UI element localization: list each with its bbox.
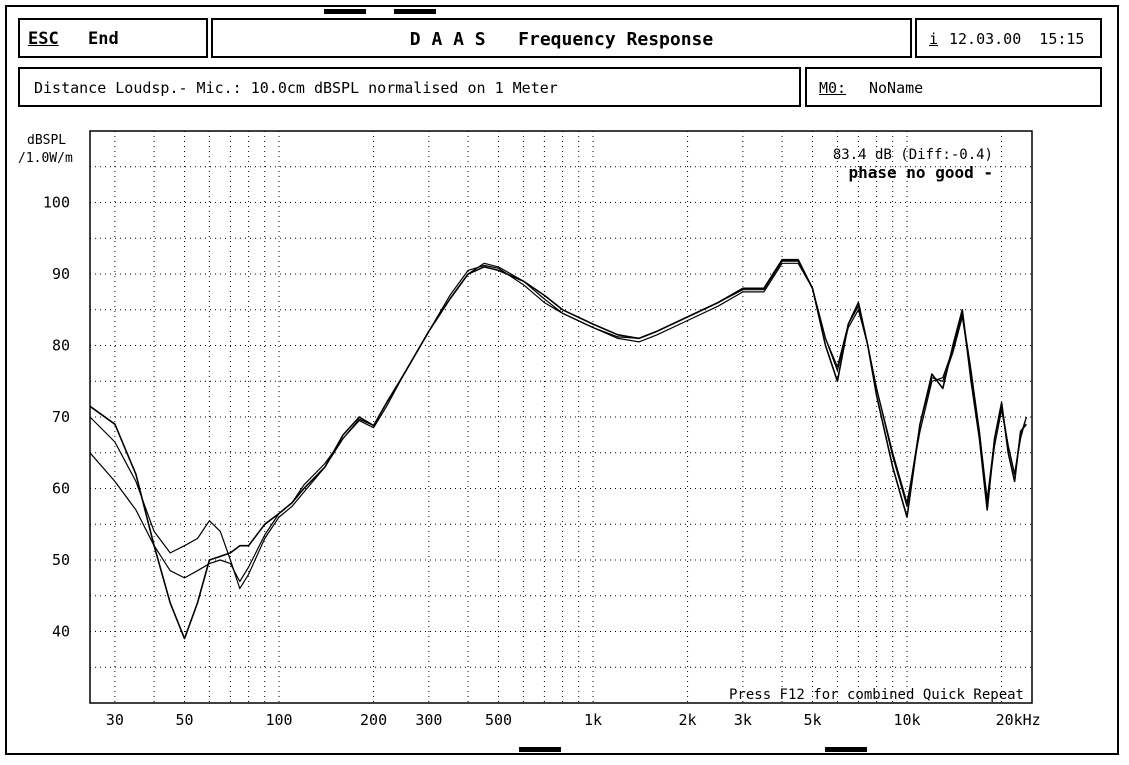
page-title: D A A S Frequency Response (409, 29, 714, 50)
memory-key-label: M0: (819, 79, 847, 97)
x-tick-label: 500 (485, 711, 512, 729)
x-tick-label: 20kHz (996, 711, 1041, 729)
end-label: End (88, 29, 119, 49)
y-tick-label: 60 (52, 480, 70, 498)
y-tick-label: 40 (52, 623, 70, 641)
y-tick-label: 80 (52, 337, 70, 355)
bottom-tab-marker-left (519, 747, 561, 752)
bottom-tab-marker-right (825, 747, 867, 752)
memory-slot-button[interactable]: M0: NoName (805, 67, 1102, 107)
title-bar: D A A S Frequency Response (211, 18, 912, 58)
y-axis-label-unit: dBSPL (27, 133, 66, 148)
x-tick-label: 200 (360, 711, 387, 729)
quick-repeat-hint: Press F12 for combined Quick Repeat (729, 687, 1024, 703)
x-tick-label: 2k (679, 711, 697, 729)
x-tick-label: 10k (893, 711, 920, 729)
esc-key-label: ESC (28, 29, 59, 49)
y-tick-label: 70 (52, 408, 70, 426)
series-line-2 (89, 262, 1027, 590)
top-tab-marker-left (324, 9, 366, 14)
x-tick-label: 5k (803, 711, 821, 729)
phase-status-annotation: phase no good - (849, 163, 994, 182)
chart-grid (90, 131, 1032, 703)
x-tick-label: 300 (415, 711, 442, 729)
memory-name-text: NoName (869, 79, 924, 97)
x-tick-label: 50 (175, 711, 193, 729)
data-series (89, 258, 1028, 640)
escape-end-button[interactable]: ESC End (18, 18, 208, 58)
datetime-display: 12.03.00 15:15 (949, 30, 1085, 48)
x-tick-label: 1k (584, 711, 602, 729)
y-tick-label: 50 (52, 551, 70, 569)
y-tick-label: 90 (52, 265, 70, 283)
level-annotation: 83.4 dB (Diff:-0.4) (833, 147, 993, 163)
series-line-3 (89, 260, 1027, 583)
axis-ticks: 30 50 100 200 300 500 1k 2k 3k 5k 10k 20kHz 40 50 60 70… (43, 194, 1041, 730)
measurement-info-bar: Distance Loudsp.- Mic.: 10.0cm dBSPL nor… (18, 67, 801, 107)
top-tab-marker-right (394, 9, 436, 14)
window-frame (5, 5, 1119, 755)
y-tick-label: 100 (43, 194, 70, 212)
x-tick-label: 100 (265, 711, 292, 729)
x-tick-label: 3k (734, 711, 752, 729)
y-axis-label-reference: /1.0W/m (18, 151, 73, 166)
info-key-label: i (929, 30, 939, 48)
info-button[interactable]: i 12.03.00 15:15 (915, 18, 1102, 58)
x-tick-label: 30 (106, 711, 124, 729)
distance-info-text: Distance Loudsp.- Mic.: 10.0cm dBSPL nor… (34, 79, 558, 97)
